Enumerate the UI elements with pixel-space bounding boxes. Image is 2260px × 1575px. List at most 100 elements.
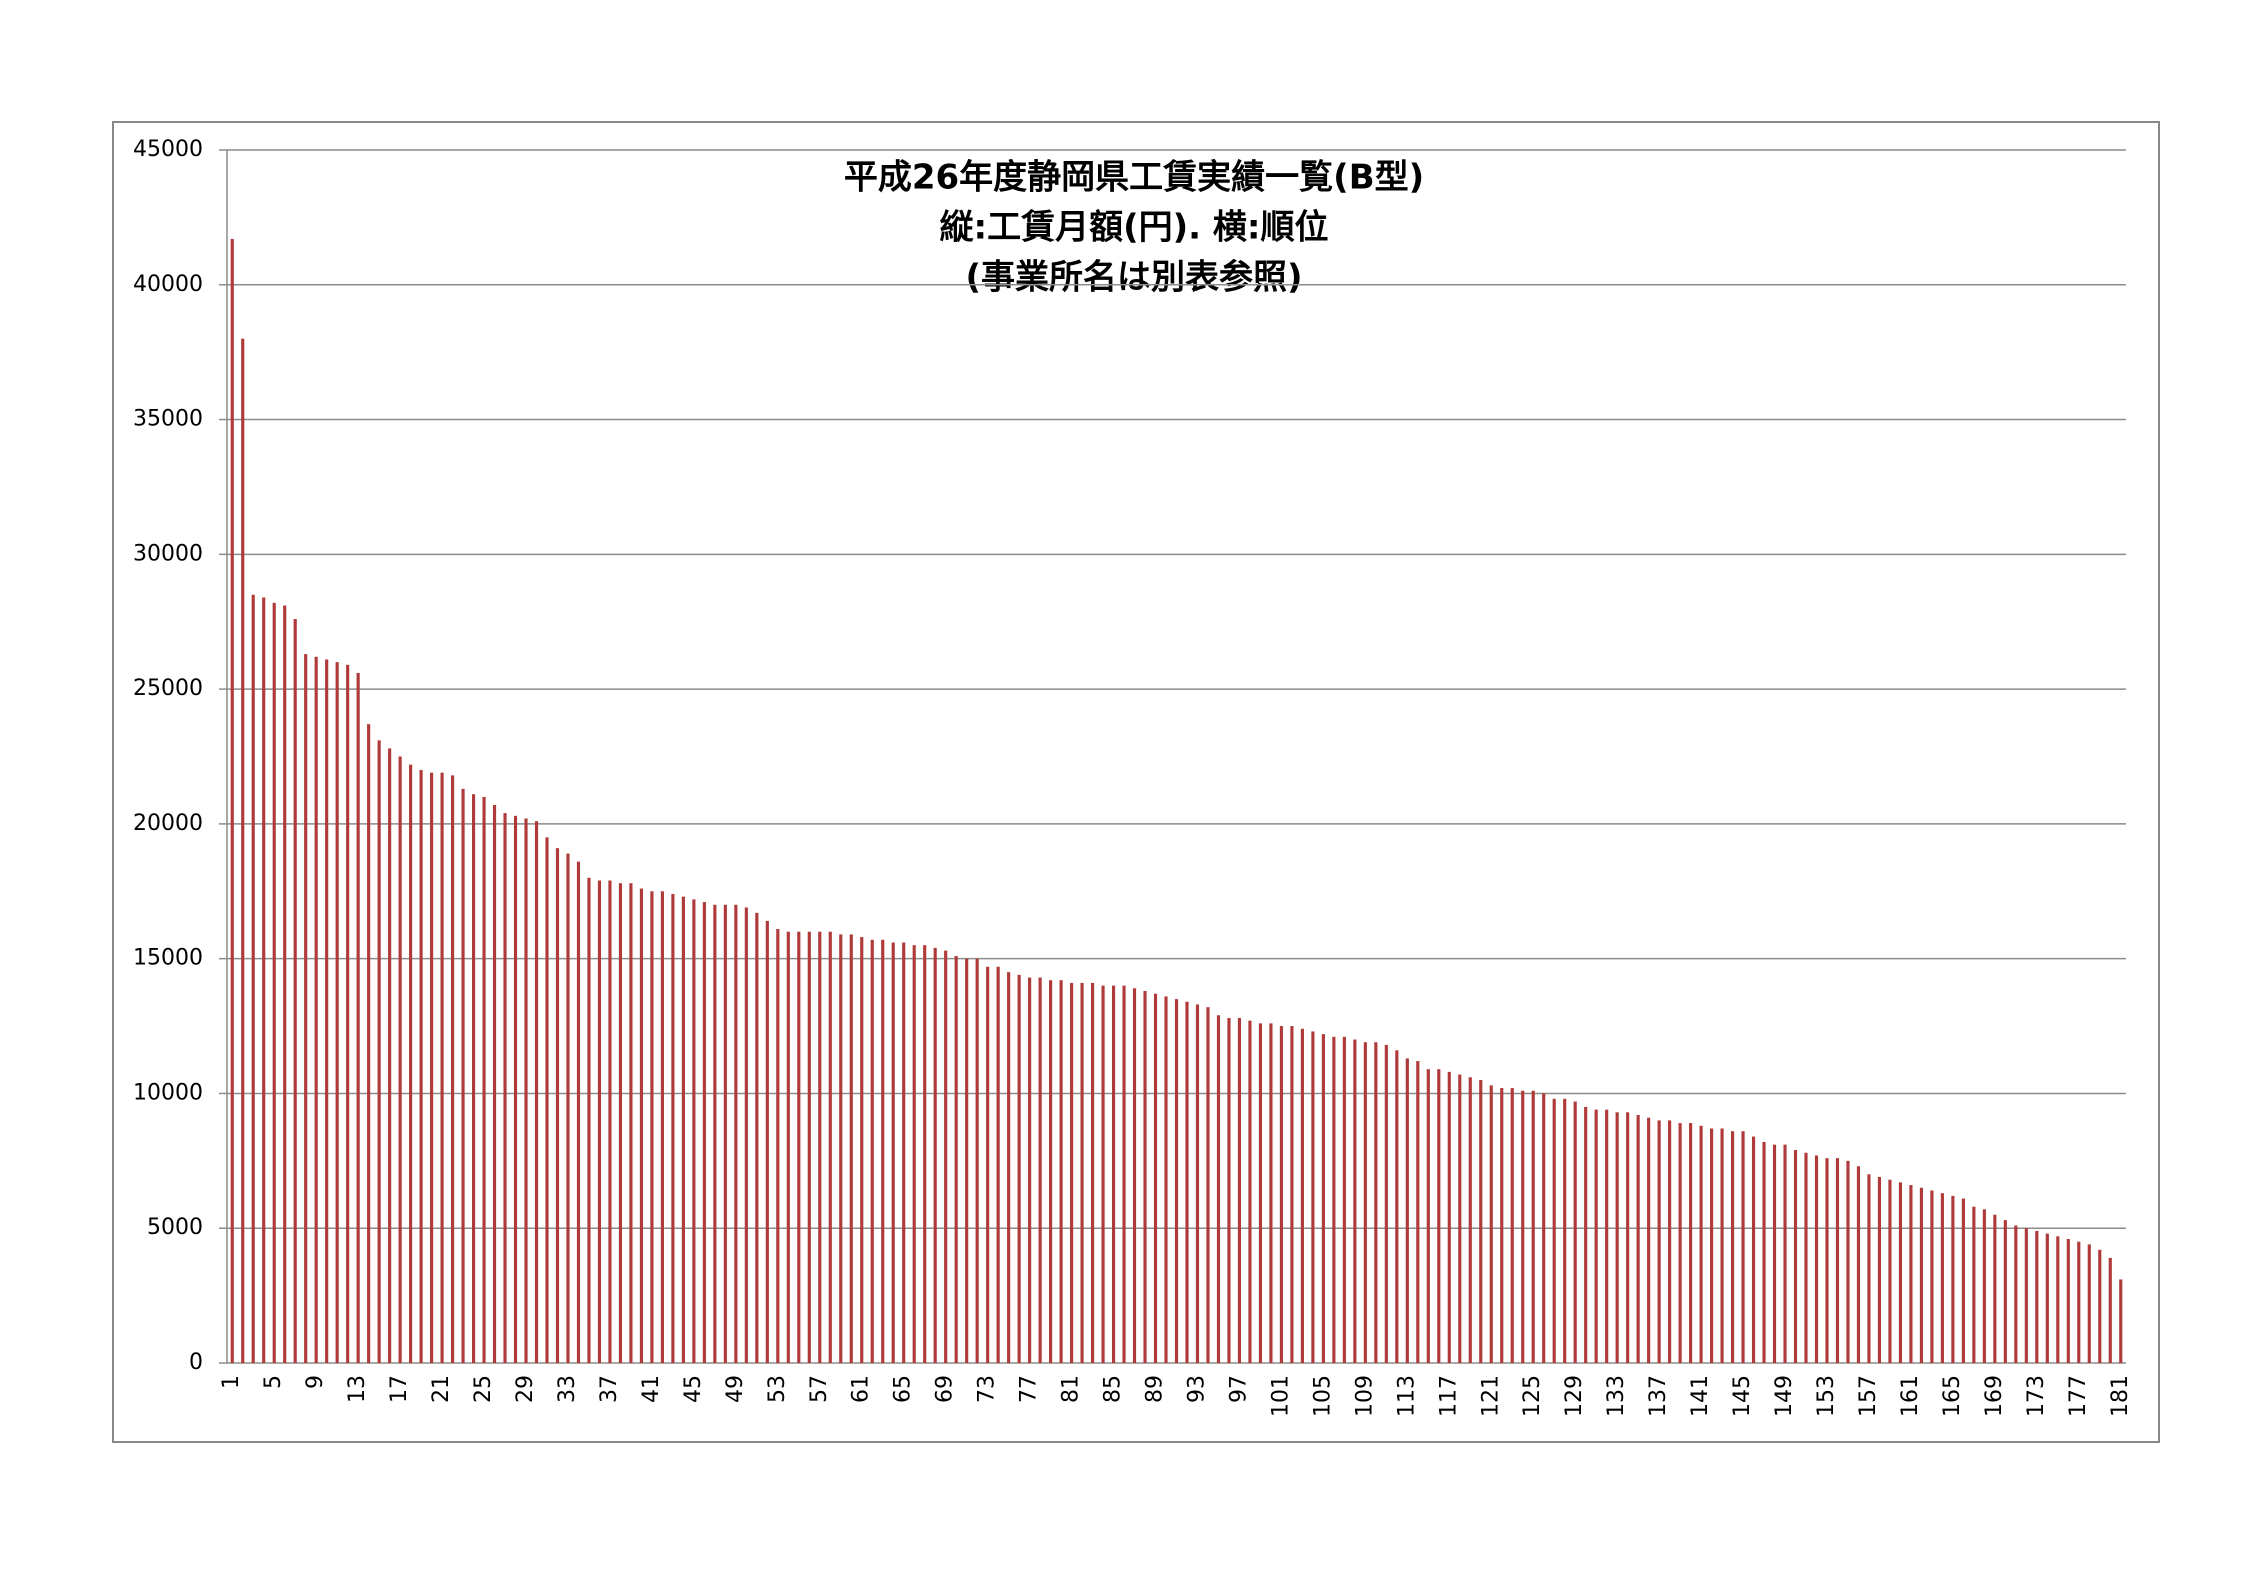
bar	[1835, 1158, 1840, 1363]
bar	[513, 815, 518, 1363]
bar	[1468, 1077, 1472, 1363]
bar	[996, 966, 1000, 1363]
bar	[1940, 1193, 1944, 1363]
bar	[1479, 1079, 1483, 1363]
bar	[1730, 1131, 1735, 1363]
x-tick-label: 49	[723, 1375, 748, 1403]
bar	[1846, 1160, 1850, 1363]
bar	[818, 931, 822, 1363]
bar	[1038, 977, 1042, 1363]
bar	[734, 904, 738, 1363]
bar	[262, 597, 266, 1363]
x-tick-label: 93	[1184, 1375, 1209, 1403]
bar	[1132, 988, 1137, 1363]
x-tick-label: 109	[1352, 1375, 1377, 1417]
bar	[230, 238, 234, 1363]
bar	[1374, 1042, 1378, 1363]
y-tick-label: 0	[189, 1350, 203, 1375]
bar	[954, 955, 958, 1363]
bar	[1898, 1182, 1903, 1363]
x-tick-label: 117	[1436, 1375, 1461, 1417]
bar	[1405, 1058, 1409, 1363]
bar	[283, 605, 287, 1363]
bar	[1216, 1015, 1221, 1363]
bar	[503, 813, 507, 1363]
x-tick-label: 69	[933, 1375, 958, 1403]
x-tick-label: 125	[1520, 1375, 1545, 1417]
x-tick-label: 177	[2066, 1375, 2091, 1417]
bar	[1111, 985, 1116, 1363]
bar	[1143, 991, 1147, 1363]
bar	[1594, 1109, 1598, 1363]
bar	[576, 861, 581, 1363]
bar	[944, 950, 948, 1363]
bar	[1542, 1093, 1546, 1363]
x-tick-label: 53	[765, 1375, 790, 1403]
bar	[1164, 996, 1168, 1363]
bar	[1877, 1177, 1882, 1363]
bar	[1919, 1187, 1923, 1363]
bar	[1856, 1166, 1861, 1363]
bar	[2087, 1244, 2091, 1363]
bar	[1384, 1044, 1388, 1363]
bar	[272, 602, 276, 1363]
chart-title: 平成26年度静岡県工賃実績一覧(B型)	[844, 158, 1424, 198]
bar	[1814, 1155, 1819, 1363]
bar	[2119, 1279, 2123, 1363]
bar	[1867, 1174, 1871, 1363]
bar	[2045, 1233, 2049, 1363]
x-tick-label: 181	[2108, 1375, 2133, 1417]
bar	[471, 794, 476, 1363]
bar	[461, 788, 465, 1363]
bar	[1961, 1198, 1965, 1363]
bar	[1017, 974, 1021, 1363]
y-tick-label: 35000	[133, 407, 203, 432]
x-tick-label: 9	[303, 1375, 328, 1389]
bar	[650, 891, 654, 1363]
bar	[1584, 1106, 1588, 1363]
bar	[555, 848, 560, 1363]
bar	[1206, 1007, 1210, 1363]
chart-title: (事業所名は別表参照)	[965, 258, 1302, 298]
bar	[1762, 1141, 1766, 1363]
bar	[765, 920, 769, 1363]
x-tick-label: 133	[1604, 1375, 1629, 1417]
bar	[440, 772, 444, 1363]
x-tick-label: 141	[1688, 1375, 1713, 1417]
x-tick-label: 105	[1310, 1375, 1335, 1417]
bar	[1237, 1017, 1242, 1363]
bar	[1699, 1125, 1703, 1363]
x-tick-label: 61	[849, 1375, 874, 1403]
x-tick-label: 173	[2024, 1375, 2049, 1417]
bar	[1101, 985, 1105, 1363]
bar	[1510, 1088, 1514, 1363]
bar	[1174, 999, 1179, 1363]
bar	[2003, 1220, 2007, 1363]
x-tick-label: 17	[387, 1375, 412, 1403]
bar	[1426, 1069, 1430, 1363]
bar	[492, 805, 497, 1363]
bar	[1342, 1036, 1346, 1363]
x-tick-label: 169	[1982, 1375, 2007, 1417]
bar	[692, 899, 696, 1363]
bar	[1122, 985, 1126, 1363]
y-tick-label: 20000	[133, 811, 203, 836]
bar	[1605, 1109, 1609, 1363]
bar	[975, 958, 979, 1363]
bar	[1636, 1115, 1640, 1363]
bar	[1668, 1120, 1672, 1363]
x-tick-label: 129	[1562, 1375, 1587, 1417]
bar	[1720, 1128, 1724, 1363]
x-tick-label: 1	[219, 1375, 244, 1389]
bar	[1070, 982, 1074, 1363]
bar	[723, 904, 727, 1363]
bar	[923, 945, 927, 1363]
x-tick-label: 37	[597, 1375, 622, 1403]
bar	[1290, 1026, 1294, 1363]
bar	[629, 883, 633, 1363]
bar	[965, 958, 969, 1363]
bar	[849, 934, 853, 1363]
bar	[1951, 1195, 1955, 1363]
bar	[545, 837, 549, 1363]
x-tick-label: 89	[1143, 1375, 1168, 1403]
